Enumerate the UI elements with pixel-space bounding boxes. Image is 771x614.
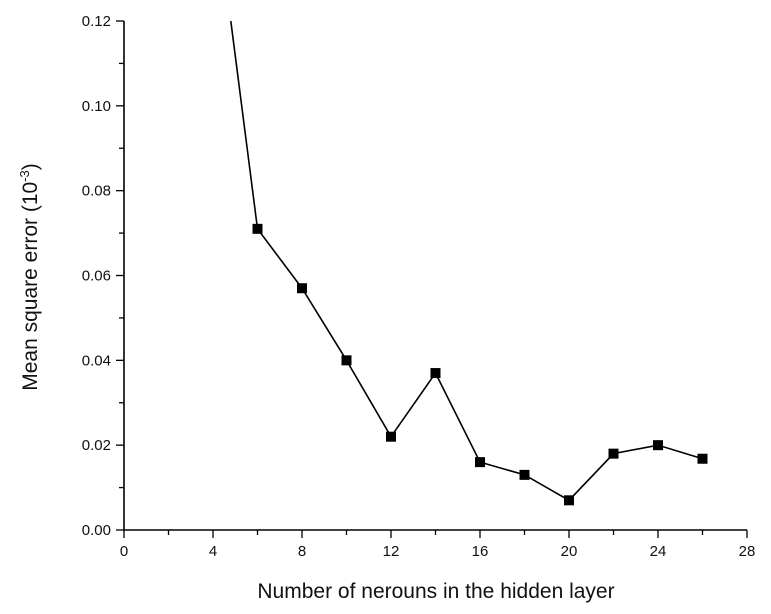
x-tick-label: 12 xyxy=(383,543,400,560)
data-series xyxy=(230,20,708,506)
y-tick-label: 0.06 xyxy=(82,268,111,285)
y-tick-label: 0.00 xyxy=(82,522,111,539)
y-tick-label: 0.02 xyxy=(82,437,111,454)
y-tick-label: 0.08 xyxy=(82,183,111,200)
data-point-marker xyxy=(475,457,485,468)
data-point-marker xyxy=(430,368,441,379)
y-axis-title-close: ) xyxy=(19,163,42,170)
x-tick-label: 0 xyxy=(120,543,128,560)
axes xyxy=(123,21,747,531)
y-axis-title: Mean square error (10-3) xyxy=(17,163,42,391)
x-tick-label: 8 xyxy=(298,543,306,560)
x-tick-label: 28 xyxy=(739,543,756,560)
x-axis-title: Number of nerouns in the hidden layer xyxy=(257,580,614,603)
data-point-marker xyxy=(252,223,263,234)
x-tick-label: 20 xyxy=(561,543,578,560)
data-point-marker xyxy=(608,448,619,459)
y-tick-label: 0.10 xyxy=(82,98,111,115)
x-tick-label: 24 xyxy=(650,543,667,560)
data-point-marker xyxy=(297,283,307,294)
y-axis-title-main: Mean square error (10 xyxy=(19,182,42,391)
y-axis-title-exponent: -3 xyxy=(17,170,32,182)
data-point-marker xyxy=(697,453,708,464)
x-tick-label: 16 xyxy=(472,543,489,560)
data-point-marker xyxy=(653,440,663,451)
data-point-marker xyxy=(564,495,574,506)
data-point-marker xyxy=(341,355,352,366)
series-line xyxy=(230,20,703,502)
data-point-marker xyxy=(386,431,396,442)
y-tick-label: 0.12 xyxy=(82,13,111,30)
y-axis-ticks: 0.00 0.02 0.04 0.06 0.08 0.10 0.12 xyxy=(82,13,124,539)
x-axis-ticks: 0 4 8 12 16 20 24 28 xyxy=(120,530,756,560)
y-tick-label: 0.04 xyxy=(82,352,111,369)
x-tick-label: 4 xyxy=(209,543,217,560)
data-point-marker xyxy=(519,469,530,480)
